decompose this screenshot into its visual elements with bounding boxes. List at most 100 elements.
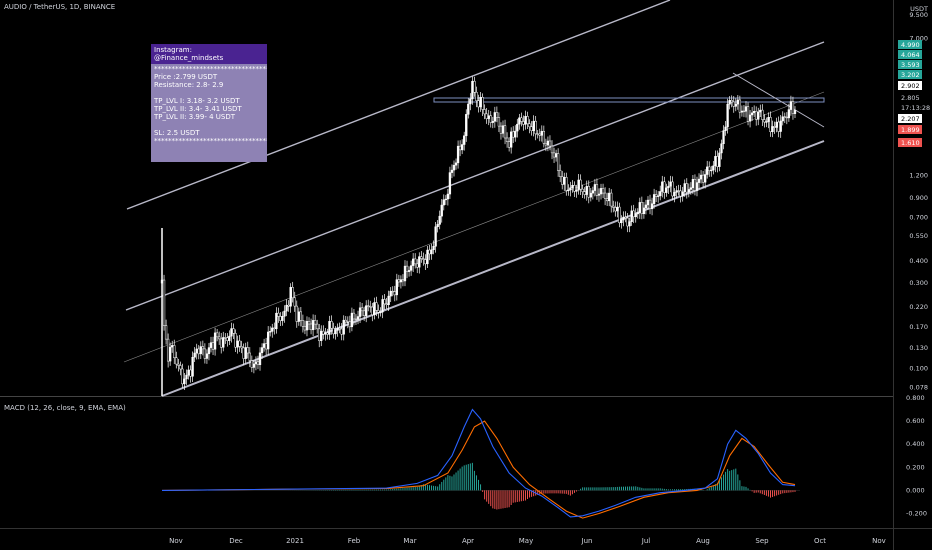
date-tick-label: Dec	[229, 537, 243, 545]
candle-body	[354, 318, 358, 321]
price-tag-label: 3.593	[901, 61, 920, 69]
candle-body	[385, 303, 388, 306]
candle-body	[626, 217, 629, 227]
candle-body	[467, 103, 470, 115]
candle-body	[399, 279, 403, 283]
candle-body	[481, 97, 484, 110]
channel-mid-thin-line[interactable]	[123, 91, 825, 363]
candle-body	[371, 306, 374, 316]
candle-body	[775, 121, 778, 128]
candle-body	[185, 374, 188, 380]
candle-body	[583, 191, 586, 195]
candle-body	[765, 121, 768, 123]
candle-body	[426, 249, 429, 265]
candle-body	[605, 198, 609, 202]
candle-body	[320, 330, 323, 341]
candle-body	[173, 345, 176, 358]
candle-body	[277, 312, 280, 317]
candle-body	[785, 116, 788, 119]
candle-body	[303, 326, 307, 331]
candle-body	[781, 116, 784, 122]
price-tick-label: 0.220	[909, 303, 928, 311]
candle-body	[483, 109, 486, 115]
candle-body	[301, 320, 305, 327]
price-tag-label: 2.207	[901, 115, 920, 123]
candle-body	[403, 265, 407, 282]
candle-body	[544, 143, 548, 146]
candle-body	[614, 207, 617, 212]
candle-body	[322, 330, 325, 335]
candle-body	[716, 156, 719, 167]
candle-body	[244, 347, 247, 359]
candle-body	[518, 117, 521, 125]
candle-body	[536, 133, 539, 135]
candle-body	[542, 131, 545, 144]
candle-body	[420, 256, 423, 259]
candle-body	[759, 109, 762, 113]
candle-body	[181, 368, 184, 385]
candle-body	[224, 337, 227, 339]
candle-body	[271, 327, 274, 332]
price-tick-label: 0.700	[909, 213, 928, 221]
price-tag-box	[898, 40, 922, 49]
candle-body	[373, 302, 376, 316]
candle-body	[710, 169, 713, 172]
candle-body	[693, 179, 697, 191]
candle-body	[197, 348, 200, 355]
note-header: Instagram: @Finance_mindsets	[151, 44, 267, 64]
candle-body	[187, 369, 190, 376]
note-line: TP_LVL II: 3.4- 3.41 USDT	[154, 105, 242, 113]
candle-body	[311, 320, 315, 331]
candle-body	[559, 170, 562, 177]
candle-body	[242, 347, 245, 359]
candle-body	[446, 193, 450, 200]
candle-body	[369, 306, 372, 308]
candle-body	[493, 112, 496, 122]
date-tick-label: Apr	[462, 537, 474, 545]
candle-body	[293, 297, 296, 307]
candle-body	[579, 179, 582, 190]
price-tag-label: 17:13:28	[901, 104, 930, 112]
candle-body	[585, 186, 588, 195]
candle-body	[199, 346, 202, 355]
candle-body	[634, 213, 637, 218]
candle-body	[269, 331, 272, 333]
macd-tick-label: 0.000	[906, 486, 925, 494]
candle-body	[436, 224, 439, 228]
price-tag-label: 4.064	[901, 51, 920, 59]
candle-body	[767, 117, 770, 122]
date-tick-label: Oct	[814, 537, 826, 545]
price-tick-label: 0.078	[909, 384, 928, 392]
candle-body	[532, 120, 535, 131]
candle-body	[307, 321, 311, 325]
channel-middle-line[interactable]	[125, 41, 825, 311]
candle-body	[193, 352, 196, 358]
candle-body	[248, 352, 251, 361]
macd-tick-label: 0.800	[906, 394, 925, 402]
candle-body	[722, 130, 725, 145]
channel-upper-line[interactable]	[126, 0, 671, 210]
candle-body	[624, 216, 627, 219]
candle-body	[593, 184, 597, 191]
candle-body	[434, 226, 437, 247]
resistance-zone[interactable]	[433, 97, 825, 103]
candle-body	[738, 99, 742, 113]
note-line	[154, 89, 264, 97]
downtrend-line[interactable]	[732, 72, 825, 128]
candle-body	[342, 319, 345, 335]
candle-body	[473, 80, 476, 93]
date-tick-label: Jun	[581, 537, 593, 545]
candle-body	[171, 345, 174, 348]
candle-body	[195, 348, 198, 354]
candle-body	[283, 310, 286, 317]
candle-body	[669, 181, 672, 187]
candle-body	[563, 177, 566, 185]
channel-lower-line[interactable]	[161, 140, 825, 397]
candle-body	[697, 178, 701, 183]
candle-body	[757, 111, 760, 120]
price-tag-box	[898, 125, 922, 134]
candle-body	[708, 166, 711, 171]
price-tick-label: 1.200	[909, 172, 928, 180]
candle-body	[254, 361, 258, 365]
